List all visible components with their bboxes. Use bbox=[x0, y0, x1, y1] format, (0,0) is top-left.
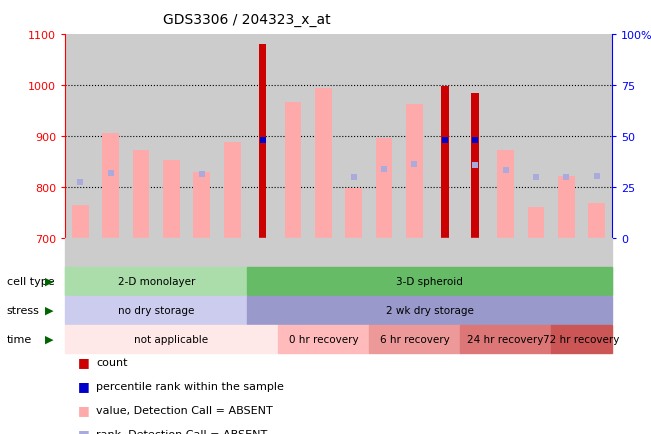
Text: ▶: ▶ bbox=[44, 334, 53, 344]
Text: 72 hr recovery: 72 hr recovery bbox=[544, 334, 620, 344]
Text: 3-D spheroid: 3-D spheroid bbox=[396, 276, 463, 286]
Bar bbox=[258, 45, 266, 239]
Text: cell type: cell type bbox=[7, 276, 54, 286]
Bar bbox=[163, 161, 180, 239]
Bar bbox=[315, 89, 331, 239]
Text: 24 hr recovery: 24 hr recovery bbox=[467, 334, 544, 344]
Bar bbox=[72, 206, 89, 239]
Bar bbox=[441, 87, 449, 239]
Text: stress: stress bbox=[7, 305, 39, 315]
Text: no dry storage: no dry storage bbox=[118, 305, 195, 315]
Text: 0 hr recovery: 0 hr recovery bbox=[288, 334, 358, 344]
Text: 2 wk dry storage: 2 wk dry storage bbox=[386, 305, 473, 315]
Text: GDS3306 / 204323_x_at: GDS3306 / 204323_x_at bbox=[163, 13, 330, 27]
Text: ▶: ▶ bbox=[44, 305, 53, 315]
Bar bbox=[558, 177, 575, 239]
Text: not applicable: not applicable bbox=[134, 334, 208, 344]
Text: 6 hr recovery: 6 hr recovery bbox=[380, 334, 449, 344]
Bar bbox=[589, 204, 605, 239]
Bar bbox=[471, 94, 479, 239]
Text: ■: ■ bbox=[78, 403, 90, 416]
Text: ■: ■ bbox=[78, 355, 90, 368]
Text: rank, Detection Call = ABSENT: rank, Detection Call = ABSENT bbox=[96, 429, 268, 434]
Text: time: time bbox=[7, 334, 32, 344]
Bar bbox=[376, 138, 393, 239]
Text: ■: ■ bbox=[78, 379, 90, 392]
Bar bbox=[102, 134, 119, 239]
Text: percentile rank within the sample: percentile rank within the sample bbox=[96, 381, 284, 391]
Text: ▶: ▶ bbox=[44, 276, 53, 286]
Text: value, Detection Call = ABSENT: value, Detection Call = ABSENT bbox=[96, 405, 273, 414]
Bar bbox=[497, 151, 514, 239]
Bar bbox=[193, 173, 210, 239]
Bar bbox=[133, 151, 150, 239]
Bar bbox=[527, 207, 544, 239]
Bar bbox=[406, 105, 423, 239]
Text: 2-D monolayer: 2-D monolayer bbox=[118, 276, 195, 286]
Bar bbox=[284, 102, 301, 239]
Text: ■: ■ bbox=[78, 427, 90, 434]
Bar bbox=[345, 189, 362, 239]
Bar bbox=[224, 142, 240, 239]
Text: count: count bbox=[96, 357, 128, 367]
